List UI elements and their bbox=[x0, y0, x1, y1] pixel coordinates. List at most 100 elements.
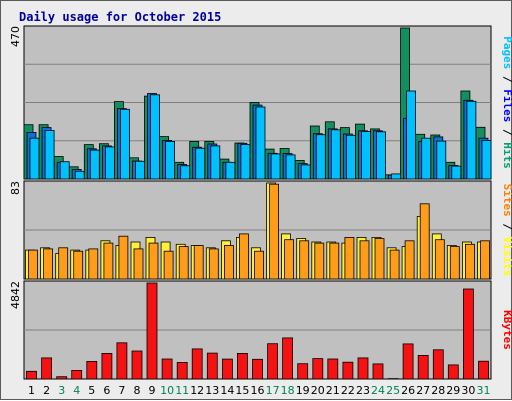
bar-sites-day-23 bbox=[360, 241, 369, 279]
bar-pages-day-11 bbox=[181, 166, 190, 179]
bar-pages-day-8 bbox=[136, 161, 145, 179]
bar-pages-day-3 bbox=[60, 162, 69, 179]
max-value-label: 470 bbox=[9, 26, 22, 47]
legend-part: Pages bbox=[501, 36, 512, 69]
day-label-27: 27 bbox=[416, 384, 430, 397]
bar-pages-day-30 bbox=[467, 101, 476, 179]
legend-part: / bbox=[501, 122, 512, 142]
bar-pages-day-21 bbox=[331, 130, 340, 179]
bar-pages-day-22 bbox=[346, 135, 355, 179]
bar-pages-day-18 bbox=[286, 155, 295, 179]
bar-pages-day-10 bbox=[166, 141, 175, 179]
bar-kbytes-day-15 bbox=[237, 353, 247, 379]
bar-sites-day-1 bbox=[29, 250, 38, 279]
bar-sites-day-14 bbox=[224, 246, 233, 280]
bar-sites-day-18 bbox=[285, 240, 294, 279]
bar-pages-day-2 bbox=[45, 131, 54, 180]
bar-kbytes-day-26 bbox=[403, 344, 413, 379]
legend-part: / bbox=[501, 217, 512, 237]
bar-kbytes-day-22 bbox=[343, 362, 353, 379]
day-label-8: 8 bbox=[134, 384, 141, 397]
bar-sites-day-7 bbox=[119, 236, 128, 279]
max-value-label: 4842 bbox=[9, 281, 22, 309]
bar-kbytes-day-1 bbox=[27, 371, 37, 379]
bar-pages-day-13 bbox=[211, 146, 220, 179]
day-label-30: 30 bbox=[461, 384, 475, 397]
bar-pages-day-26 bbox=[407, 91, 416, 179]
day-label-25: 25 bbox=[386, 384, 400, 397]
bar-sites-day-28 bbox=[435, 240, 444, 279]
day-label-11: 11 bbox=[175, 384, 189, 397]
bar-sites-day-21 bbox=[330, 243, 339, 279]
day-label-5: 5 bbox=[88, 384, 95, 397]
bar-pages-day-20 bbox=[316, 135, 325, 179]
bar-pages-day-17 bbox=[271, 154, 280, 179]
bar-kbytes-day-19 bbox=[298, 364, 308, 379]
bar-pages-day-29 bbox=[452, 166, 461, 179]
bar-kbytes-day-12 bbox=[192, 349, 202, 379]
day-label-24: 24 bbox=[371, 384, 385, 397]
series-legend-label: Sites / Visits bbox=[501, 184, 512, 277]
day-label-13: 13 bbox=[205, 384, 219, 397]
series-legend-label: KBytes bbox=[501, 310, 512, 350]
bar-sites-day-3 bbox=[59, 248, 68, 279]
bar-kbytes-day-7 bbox=[117, 343, 127, 379]
day-label-3: 3 bbox=[58, 384, 65, 397]
day-label-18: 18 bbox=[281, 384, 295, 397]
bar-sites-day-10 bbox=[164, 251, 173, 279]
bar-pages-day-4 bbox=[75, 171, 84, 179]
bar-kbytes-day-17 bbox=[268, 344, 278, 379]
bar-kbytes-day-20 bbox=[313, 359, 323, 379]
bar-sites-day-6 bbox=[104, 243, 113, 279]
day-label-9: 9 bbox=[149, 384, 156, 397]
bar-sites-day-8 bbox=[134, 249, 143, 279]
day-label-7: 7 bbox=[118, 384, 125, 397]
day-label-22: 22 bbox=[341, 384, 355, 397]
bar-kbytes-day-27 bbox=[418, 355, 428, 379]
bar-kbytes-day-21 bbox=[328, 359, 338, 379]
day-label-19: 19 bbox=[296, 384, 310, 397]
bar-kbytes-day-16 bbox=[253, 359, 263, 379]
bar-kbytes-day-13 bbox=[207, 353, 217, 379]
bar-sites-day-9 bbox=[149, 243, 158, 279]
day-label-4: 4 bbox=[73, 384, 80, 397]
bar-sites-day-31 bbox=[481, 241, 490, 279]
day-label-21: 21 bbox=[326, 384, 340, 397]
bar-kbytes-day-14 bbox=[222, 359, 232, 379]
day-label-15: 15 bbox=[235, 384, 249, 397]
bar-kbytes-day-30 bbox=[463, 289, 473, 379]
bar-sites-day-22 bbox=[345, 237, 354, 279]
bar-kbytes-day-23 bbox=[358, 358, 368, 379]
day-label-31: 31 bbox=[477, 384, 491, 397]
legend-part: KBytes bbox=[501, 310, 512, 350]
bar-kbytes-day-2 bbox=[42, 358, 52, 379]
day-label-29: 29 bbox=[446, 384, 460, 397]
bar-kbytes-day-31 bbox=[479, 361, 489, 379]
bar-sites-day-17 bbox=[270, 184, 279, 279]
legend-part: / bbox=[501, 69, 512, 89]
bar-kbytes-day-11 bbox=[177, 362, 187, 379]
bar-kbytes-day-10 bbox=[162, 359, 172, 379]
day-label-17: 17 bbox=[266, 384, 280, 397]
day-label-14: 14 bbox=[220, 384, 234, 397]
day-label-10: 10 bbox=[160, 384, 174, 397]
chart-title: Daily usage for October 2015 bbox=[19, 10, 221, 24]
bar-pages-day-27 bbox=[422, 138, 431, 179]
day-label-26: 26 bbox=[401, 384, 415, 397]
bar-pages-day-16 bbox=[256, 107, 265, 179]
bar-sites-day-30 bbox=[465, 244, 474, 279]
bar-kbytes-day-4 bbox=[72, 370, 82, 379]
bar-pages-day-23 bbox=[362, 132, 371, 180]
bar-sites-day-19 bbox=[300, 241, 309, 279]
bar-sites-day-29 bbox=[450, 247, 459, 279]
bar-sites-day-27 bbox=[420, 204, 429, 279]
bar-sites-day-2 bbox=[44, 249, 53, 279]
bar-kbytes-day-8 bbox=[132, 351, 142, 379]
day-label-2: 2 bbox=[43, 384, 50, 397]
bar-sites-day-13 bbox=[209, 249, 218, 279]
bar-kbytes-day-24 bbox=[373, 364, 383, 379]
